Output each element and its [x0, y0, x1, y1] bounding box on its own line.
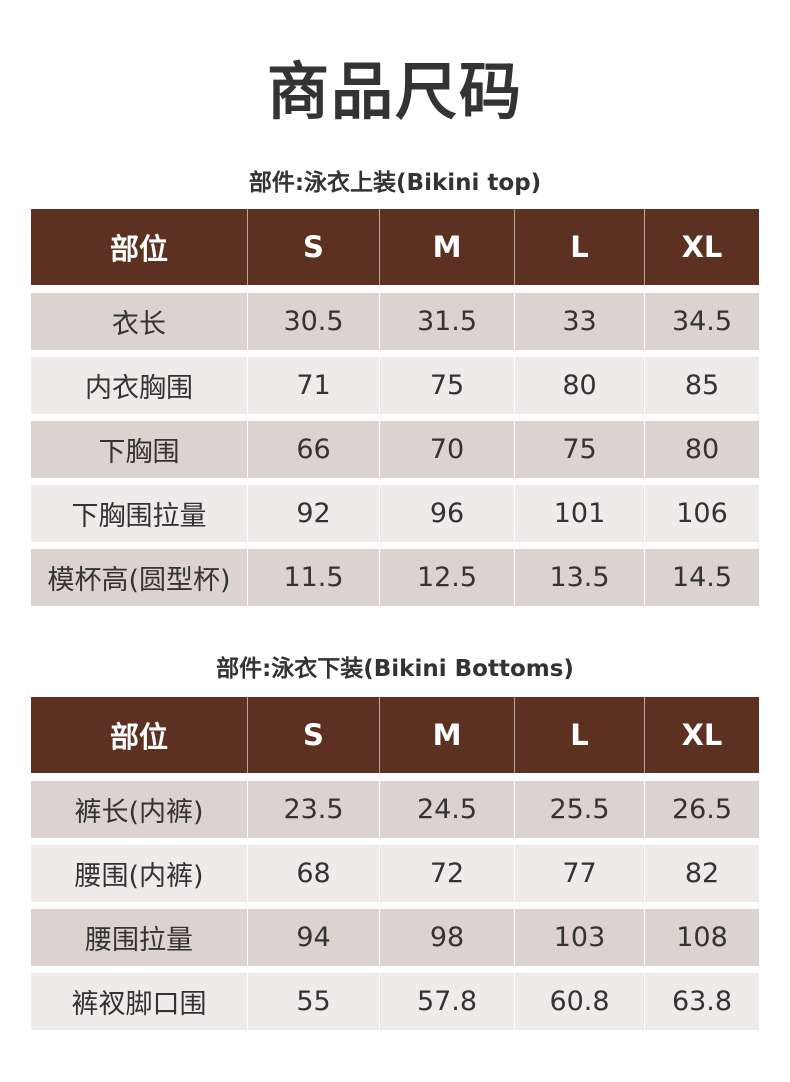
cell-l: 80 — [515, 357, 645, 414]
row-label: 下胸围 — [31, 421, 248, 478]
cell-s: 92 — [248, 485, 380, 542]
header-cell-part: 部位 — [31, 697, 248, 773]
top-section-label: 部件:泳衣上装(Bikini top) — [248, 170, 542, 196]
bottoms-size-table: 部位 S M L XL 裤长(内裤) 23.5 24.5 25.5 26.5 腰… — [31, 697, 759, 1037]
row-label: 模杯高(圆型杯) — [31, 549, 248, 606]
cell-m: 24.5 — [380, 781, 515, 838]
table-row: 模杯高(圆型杯) 11.5 12.5 13.5 14.5 — [31, 549, 759, 606]
cell-s: 55 — [248, 973, 380, 1030]
cell-xl: 82 — [684, 858, 720, 889]
cell-l: 33 — [515, 293, 645, 350]
table-row: 裤衩脚口围 55 57.8 60.8 63.8 — [31, 973, 759, 1030]
row-label: 下胸围拉量 — [31, 485, 248, 542]
cell-l: 25.5 — [515, 781, 645, 838]
table-row: 衣长 30.5 31.5 33 34.5 — [31, 293, 759, 350]
table-header-row: 部位 S M L XL — [31, 209, 759, 285]
cell-l: 77 — [515, 845, 645, 902]
table-row: 腰围(内裤) 68 72 77 82 — [31, 845, 759, 902]
cell-xl: 34.5 — [671, 306, 733, 337]
cell-m: 12.5 — [380, 549, 515, 606]
row-label: 裤长(内裤) — [31, 781, 248, 838]
cell-m: 98 — [380, 909, 515, 966]
header-cell-s: S — [248, 697, 380, 773]
header-cell-xl: XL — [681, 230, 723, 264]
row-label: 腰围(内裤) — [31, 845, 248, 902]
cell-m: 72 — [380, 845, 515, 902]
row-label: 腰围拉量 — [31, 909, 248, 966]
row-label: 衣长 — [31, 293, 248, 350]
cell-l: 75 — [515, 421, 645, 478]
header-cell-l: L — [515, 697, 645, 773]
cell-m: 96 — [380, 485, 515, 542]
header-cell-m: M — [380, 697, 515, 773]
cell-s: 71 — [248, 357, 380, 414]
cell-s: 94 — [248, 909, 380, 966]
row-label: 内衣胸围 — [31, 357, 248, 414]
cell-xl: 63.8 — [671, 986, 733, 1017]
cell-l: 101 — [515, 485, 645, 542]
cell-l: 60.8 — [515, 973, 645, 1030]
cell-s: 66 — [248, 421, 380, 478]
cell-m: 75 — [380, 357, 515, 414]
cell-xl: 108 — [676, 922, 728, 953]
cell-xl: 80 — [684, 434, 720, 465]
cell-xl: 26.5 — [671, 794, 733, 825]
table-row: 腰围拉量 94 98 103 108 — [31, 909, 759, 966]
table-header-row: 部位 S M L XL — [31, 697, 759, 773]
cell-s: 11.5 — [248, 549, 380, 606]
row-label: 裤衩脚口围 — [31, 973, 248, 1030]
header-cell-part: 部位 — [31, 209, 248, 285]
cell-l: 103 — [515, 909, 645, 966]
header-cell-xl: XL — [681, 718, 723, 752]
header-cell-m: M — [380, 209, 515, 285]
top-size-table: 部位 S M L XL 衣长 30.5 31.5 33 34.5 内衣胸围 71… — [31, 209, 759, 613]
cell-xl: 14.5 — [671, 562, 733, 593]
cell-s: 30.5 — [248, 293, 380, 350]
table-row: 内衣胸围 71 75 80 85 — [31, 357, 759, 414]
header-cell-s: S — [248, 209, 380, 285]
table-row: 下胸围拉量 92 96 101 106 — [31, 485, 759, 542]
table-row: 下胸围 66 70 75 80 — [31, 421, 759, 478]
cell-xl: 85 — [684, 370, 720, 401]
bottoms-section-label: 部件:泳衣下装(Bikini Bottoms) — [216, 656, 574, 682]
cell-xl: 106 — [676, 498, 728, 529]
header-cell-l: L — [515, 209, 645, 285]
cell-s: 23.5 — [248, 781, 380, 838]
cell-l: 13.5 — [515, 549, 645, 606]
table-row: 裤长(内裤) 23.5 24.5 25.5 26.5 — [31, 781, 759, 838]
cell-m: 31.5 — [380, 293, 515, 350]
cell-m: 57.8 — [380, 973, 515, 1030]
cell-s: 68 — [248, 845, 380, 902]
page-title: 商品尺码 — [266, 55, 523, 128]
cell-m: 70 — [380, 421, 515, 478]
